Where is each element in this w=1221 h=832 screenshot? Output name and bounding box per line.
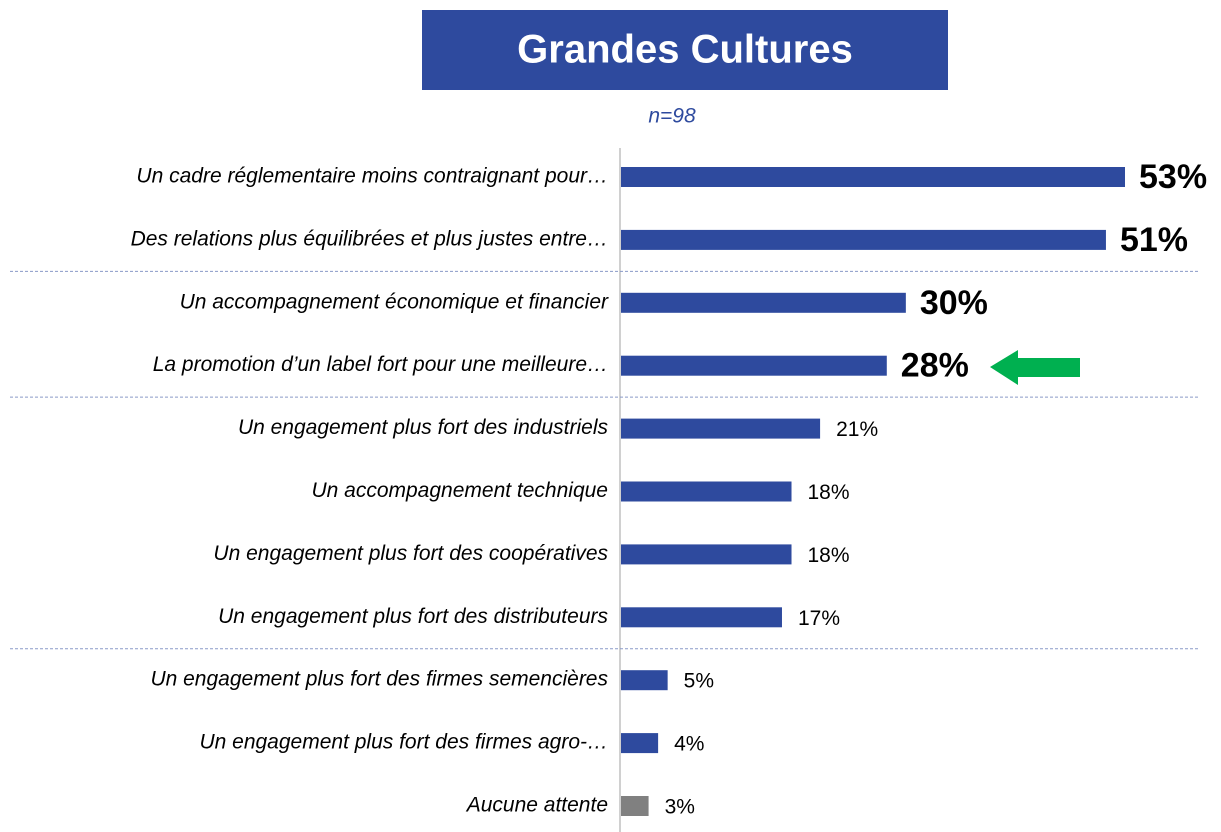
value-label: 4% [674, 733, 704, 756]
chart-title: Grandes Cultures [517, 28, 853, 72]
chart-subtitle: n=98 [648, 105, 696, 128]
category-label: Un accompagnement économique et financie… [180, 290, 609, 313]
value-label: 5% [684, 670, 714, 693]
bar [621, 229, 1106, 250]
category-label: Aucune attente [465, 794, 608, 817]
bar [621, 670, 668, 691]
value-label: 30% [920, 284, 988, 322]
value-label: 21% [836, 418, 878, 441]
bar [621, 607, 782, 628]
category-label: Un engagement plus fort des firmes agro-… [199, 731, 608, 754]
category-label: Des relations plus équilibrées et plus j… [131, 227, 608, 250]
category-label: Un engagement plus fort des distributeur… [218, 605, 608, 628]
bar [621, 796, 649, 816]
bar [621, 355, 887, 376]
bar [621, 733, 659, 754]
bar [621, 544, 792, 565]
category-label: La promotion d’un label fort pour une me… [153, 353, 608, 376]
category-label: Un engagement plus fort des industriels [238, 416, 609, 439]
category-label: Un engagement plus fort des coopératives [213, 542, 608, 565]
highlight-arrow [990, 350, 1080, 385]
value-label: 51% [1120, 221, 1188, 259]
value-label: 17% [798, 607, 840, 630]
title-box [422, 10, 948, 90]
bar [621, 481, 792, 502]
bar [621, 292, 906, 313]
category-label: Un cadre réglementaire moins contraignan… [136, 165, 608, 188]
value-label: 18% [808, 544, 850, 567]
value-label: 28% [901, 347, 969, 385]
bar [621, 418, 821, 439]
value-label: 53% [1139, 158, 1207, 196]
category-label: Un engagement plus fort des firmes semen… [150, 668, 608, 691]
value-label: 18% [808, 481, 850, 504]
value-label: 3% [665, 796, 695, 819]
category-label: Un accompagnement technique [311, 479, 608, 502]
bar [621, 167, 1125, 187]
